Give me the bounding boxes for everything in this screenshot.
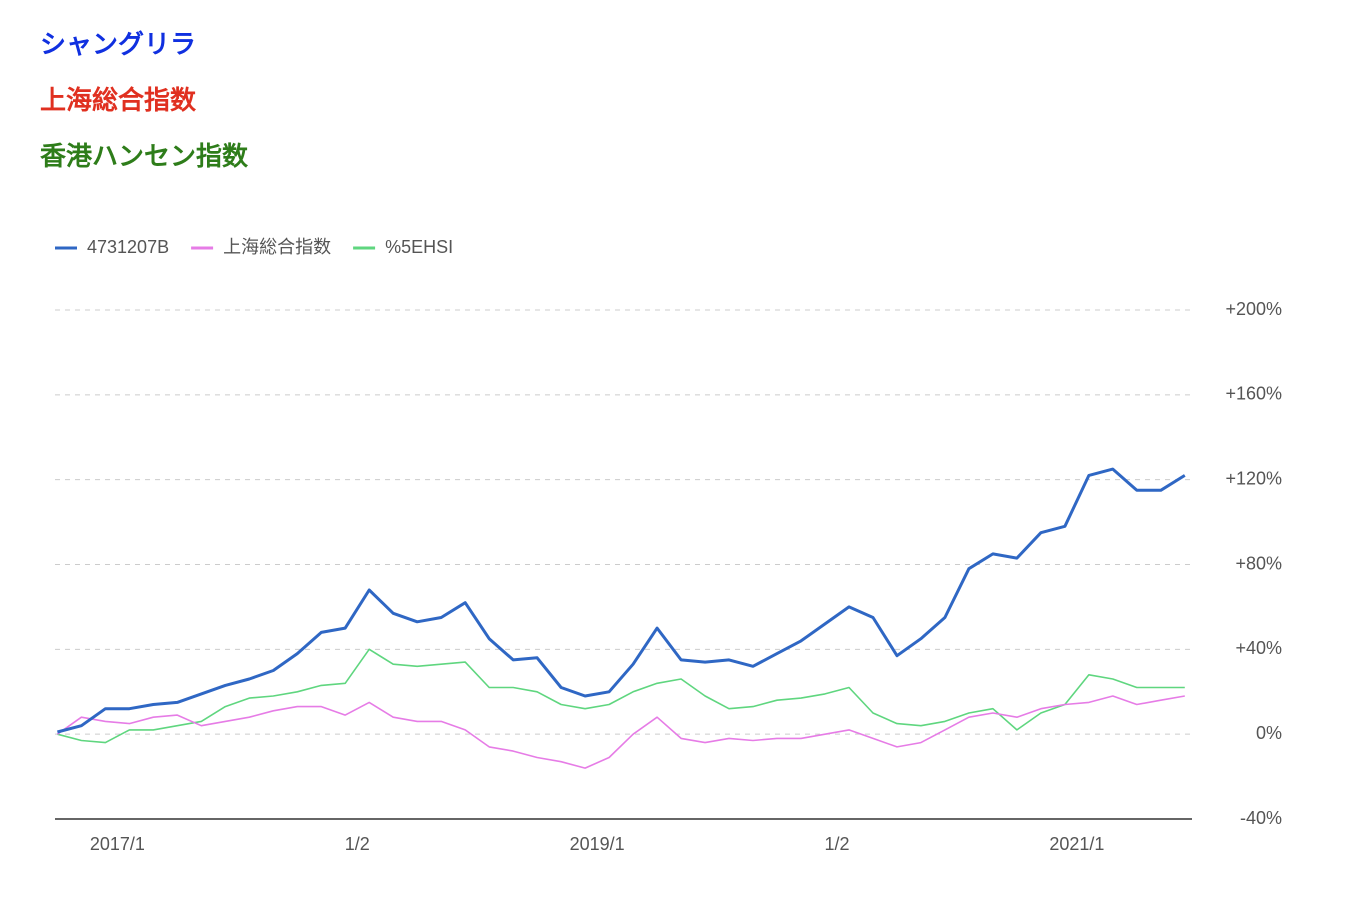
x-tick-label: 2017/1 — [90, 834, 145, 854]
y-tick-label: +80% — [1235, 553, 1282, 573]
heading: シャングリラ — [40, 30, 197, 60]
y-tick-label: +40% — [1235, 638, 1282, 658]
heading: 上海総合指数 — [40, 86, 197, 116]
y-tick-label: +200% — [1225, 299, 1282, 319]
x-tick-label: 1/2 — [824, 834, 849, 854]
legend-label: 上海総合指数 — [223, 237, 331, 257]
y-tick-label: -40% — [1240, 808, 1282, 828]
series-line — [57, 648, 1185, 744]
x-tick-label: 1/2 — [345, 834, 370, 854]
x-tick-label: 2021/1 — [1049, 834, 1104, 854]
series-line — [57, 467, 1186, 734]
legend-label: %5EHSI — [385, 237, 453, 257]
y-tick-label: +120% — [1225, 468, 1282, 488]
legend-label: 4731207B — [87, 237, 169, 257]
series-line — [56, 695, 1185, 769]
heading: 香港ハンセン指数 — [40, 142, 249, 172]
x-tick-label: 2019/1 — [570, 834, 625, 854]
y-tick-label: 0% — [1256, 723, 1282, 743]
y-tick-label: +160% — [1225, 384, 1282, 404]
